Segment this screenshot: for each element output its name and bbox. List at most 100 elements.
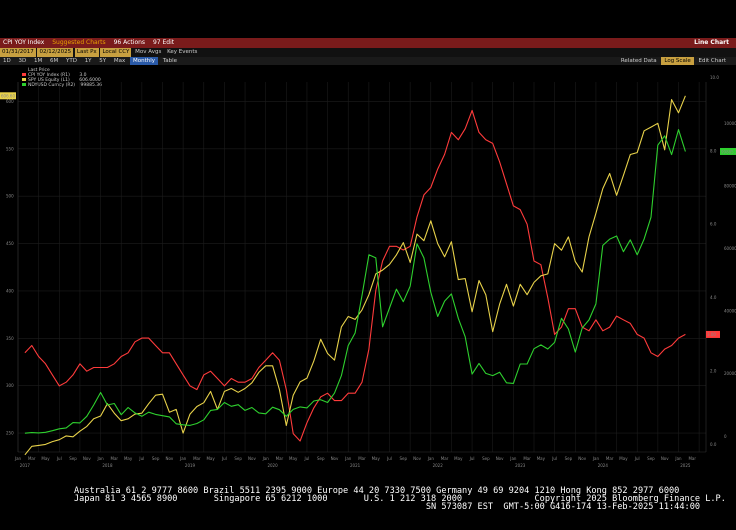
spy-end-label-bg (0, 92, 16, 100)
x-axis-month-label: Sep (647, 456, 655, 461)
legend-swatch (22, 78, 26, 81)
x-axis-month-label: Mar (28, 456, 36, 461)
legend-swatch (22, 73, 26, 76)
right-axis-2-tick-label: 40000 (724, 309, 736, 314)
legend-label: CPI YOY Index (R1) (28, 73, 70, 78)
bloomberg-footer: Australia 61 2 9777 8600 Brazil 5511 239… (0, 487, 736, 530)
x-axis-month-label: May (454, 456, 463, 461)
x-axis-month-label: Jul (138, 456, 144, 461)
x-axis-month-label: Jul (221, 456, 227, 461)
x-axis-month-label: Jan (179, 456, 187, 461)
x-axis-month-label: Sep (69, 456, 77, 461)
x-axis-month-label: Jan (96, 456, 104, 461)
x-axis-month-label: Mar (606, 456, 614, 461)
x-axis-year-label: 2018 (102, 463, 113, 468)
x-axis-month-label: Jan (344, 456, 352, 461)
right-axis-1-tick-label: 6.0 (710, 222, 717, 227)
period-button-6m[interactable]: 6M (49, 58, 59, 64)
x-axis-month-label: Jul (386, 456, 392, 461)
period-button-1d[interactable]: 1D (3, 58, 11, 64)
right-axis-2-tick-label: 20000 (724, 371, 736, 376)
x-axis-month-label: Nov (331, 456, 339, 461)
x-axis-month-label: May (372, 456, 381, 461)
chart-legend: Last Price CPI YOY Index (R1) 3.0 SPY US… (22, 68, 102, 88)
x-axis-year-label: 2025 (680, 463, 691, 468)
left-axis-tick-label: 600 (6, 99, 14, 104)
suggested-charts-tab[interactable]: Suggested Charts (52, 39, 106, 46)
legend-entry: SPY US Equity (L1) 606.6000 (22, 78, 102, 83)
spy-end-label: 606.60 (1, 94, 15, 99)
series-line-ndyusd-curncy (24, 129, 686, 434)
legend-label: NDYUSD Curncy (R2) (28, 83, 76, 88)
x-axis-month-label: Mar (441, 456, 449, 461)
right-axis-1-tick-label: 4.0 (710, 295, 717, 300)
x-axis-month-label: Jan (427, 456, 435, 461)
x-axis-month-label: Nov (413, 456, 421, 461)
period-button-3d[interactable]: 3D (18, 58, 27, 64)
footer-line: Australia 61 2 9777 8600 Brazil 5511 239… (74, 486, 680, 496)
x-axis-month-label: May (289, 456, 298, 461)
local-ccy-select[interactable]: Local CCY (100, 48, 132, 57)
edit-chart-button[interactable]: Edit Chart (698, 58, 726, 64)
period-button-5y[interactable]: 5Y (99, 58, 107, 64)
cpi-end-label: 3.00 (707, 332, 716, 337)
series-line-cpi-yoy-index (24, 109, 686, 442)
x-axis-month-label: Sep (152, 456, 160, 461)
range-bar: 01/31/2017 02/12/2025 Last Px Local CCY … (0, 48, 736, 57)
chart-toolbar: CPI YOY Index Suggested Charts 96 Action… (0, 38, 736, 48)
x-axis-month-label: May (41, 456, 50, 461)
x-axis-month-label: Jan (674, 456, 682, 461)
chart-svg: 250 300 350 400 450 500 550 600 0.0 2.0 4.0 6.0 8.0 1… (0, 75, 736, 468)
chart-mode-label: Line Chart (694, 39, 729, 46)
left-axis-tick-label: 550 (6, 146, 14, 151)
start-date-field[interactable]: 01/31/2017 (0, 48, 36, 57)
end-date-field[interactable]: 02/12/2025 (37, 48, 74, 57)
x-axis-month-label: May (124, 456, 133, 461)
legend-label: SPY US Equity (L1) (28, 78, 70, 83)
left-axis-tick-label: 300 (6, 383, 14, 388)
x-axis-year-label: 2020 (267, 463, 278, 468)
right-axis-2-tick-label: 0 (724, 434, 727, 439)
frequency-select[interactable]: Monthly (130, 57, 159, 65)
key-events-toggle[interactable]: Key Events (167, 49, 198, 55)
x-axis-month-label: Jan (509, 456, 517, 461)
last-px-select[interactable]: Last Px (74, 48, 99, 57)
ndy-end-label-bg (720, 147, 736, 155)
actions-menu[interactable]: 96 Actions (113, 39, 146, 46)
x-axis-month-label: Sep (482, 456, 490, 461)
x-axis-month-label: May (206, 456, 215, 461)
x-axis-year-label: 2022 (433, 463, 444, 468)
x-axis-month-label: Jan (14, 456, 22, 461)
x-axis-month-label: Sep (400, 456, 408, 461)
x-axis-month-label: Jul (634, 456, 640, 461)
right-axis-2-tick-label: 100000 (724, 121, 736, 126)
log-scale-toggle[interactable]: Log Scale (661, 57, 694, 65)
x-axis-month-label: Nov (83, 456, 91, 461)
right-axis-1-tick-label: 10.0 (710, 75, 719, 80)
left-axis-tick-label: 400 (6, 288, 14, 293)
x-axis-month-label: Nov (578, 456, 586, 461)
x-axis-year-label: 2024 (598, 463, 609, 468)
period-button-1y[interactable]: 1Y (84, 58, 92, 64)
table-button[interactable]: Table (162, 58, 178, 64)
footer-line: Japan 81 3 4565 8900 Singapore 65 6212 1… (74, 494, 726, 504)
x-axis-month-label: Mar (276, 456, 284, 461)
legend-value: 99885.36 (80, 83, 102, 88)
x-axis-month-label: Nov (661, 456, 669, 461)
period-button-ytd[interactable]: YTD (65, 58, 77, 64)
period-button-1m[interactable]: 1M (33, 58, 43, 64)
legend-entry: CPI YOY Index (R1) 3.0 (22, 73, 102, 78)
x-axis-month-label: Mar (358, 456, 366, 461)
x-axis-year-label: 2021 (350, 463, 361, 468)
right-axis-2-tick-label: 80000 (724, 183, 736, 188)
edit-menu[interactable]: 97 Edit (152, 39, 175, 46)
mov-avgs-toggle[interactable]: Mov Avgs (135, 49, 162, 55)
related-data-button[interactable]: Related Data (620, 58, 657, 64)
ticker-field[interactable]: CPI YOY Index (3, 39, 45, 46)
left-axis-tick-label: 500 (6, 194, 14, 199)
x-axis-month-label: Nov (165, 456, 173, 461)
x-axis-year-label: 2019 (185, 463, 196, 468)
period-button-max[interactable]: Max (113, 58, 126, 64)
legend-value: 3.0 (79, 73, 87, 78)
ndy-end-label: 99885.36 (721, 149, 736, 154)
